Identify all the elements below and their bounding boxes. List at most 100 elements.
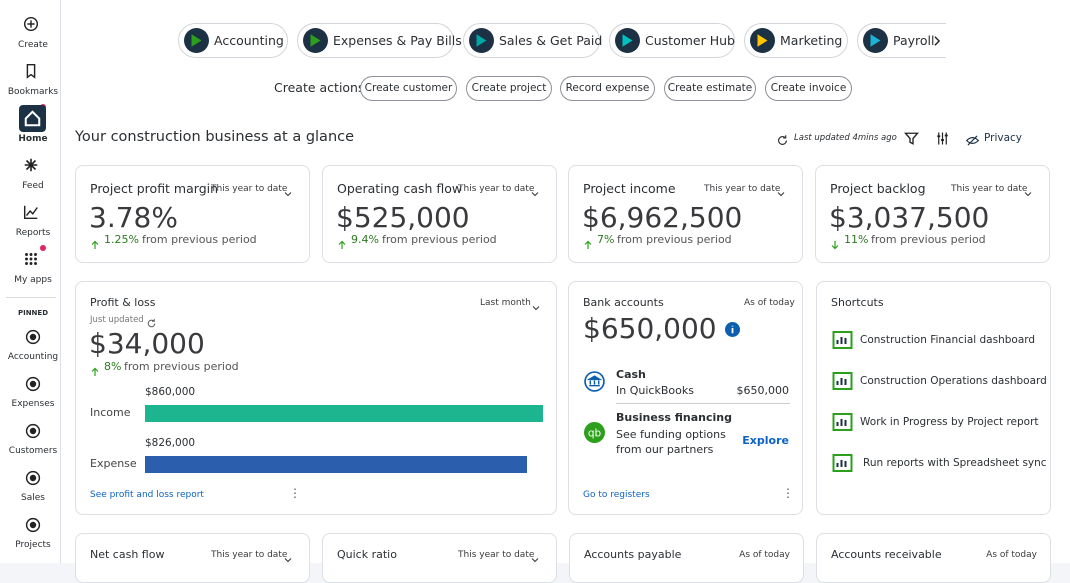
pinned-label[interactable]: Sales: [21, 493, 45, 503]
kpi-period[interactable]: This year to date: [704, 184, 781, 194]
card-period[interactable]: Last month: [480, 298, 531, 308]
pinned-icon: [25, 329, 41, 345]
account-source: In QuickBooks: [616, 384, 694, 397]
nav-label[interactable]: Feed: [22, 181, 44, 191]
action-button[interactable]: Create estimate: [664, 76, 756, 101]
pl-change-text: from previous period: [124, 360, 239, 373]
chevron: [530, 184, 540, 197]
card-period: As of today: [986, 550, 1037, 560]
kpi-change-text: from previous period: [382, 233, 497, 246]
profit-loss-card: Profit & loss Last month Just updated $34,0…: [75, 281, 557, 515]
nav-label[interactable]: Create: [18, 40, 48, 50]
nav-label[interactable]: Bookmarks: [7, 87, 59, 97]
card-period[interactable]: This year to date: [211, 550, 288, 560]
pinned-icon: [25, 376, 41, 392]
account-name: Cash: [616, 368, 646, 381]
tab-label: Customer Hub: [645, 33, 735, 48]
nav-icon: [22, 203, 40, 221]
nav-label[interactable]: Reports: [15, 228, 51, 238]
explore-button[interactable]: Explore: [742, 434, 789, 447]
nav-icon: [19, 105, 46, 132]
tab-label: Sales & Get Paid: [499, 33, 603, 48]
trend-arrow: [90, 235, 100, 249]
kpi-title: Project backlog: [830, 181, 926, 196]
tab-label: Expenses & Pay Bills: [333, 33, 462, 48]
tab[interactable]: Customer Hub: [609, 23, 735, 58]
shortcut-icon: [832, 330, 853, 350]
glance-title: Your construction business at a glance: [75, 129, 355, 145]
card-title: Bank accounts: [583, 296, 664, 309]
pinned-icon: [25, 517, 41, 533]
kpi-period[interactable]: This year to date: [951, 184, 1028, 194]
action-button[interactable]: Create invoice: [765, 76, 852, 101]
kpi-change: 7%: [597, 233, 615, 246]
nav-label[interactable]: My apps: [14, 275, 52, 285]
summary-card: Net cash flow This year to date: [75, 533, 310, 583]
settings-button: [935, 131, 950, 146]
shortcut-link[interactable]: Run reports with Spreadsheet sync: [863, 457, 1047, 469]
tab-icon: [750, 28, 775, 53]
summary-card: Accounts payable As of today: [569, 533, 804, 583]
action-button[interactable]: Create customer: [360, 76, 457, 101]
card-period: As of today: [739, 550, 790, 560]
summary-card: Accounts receivable As of today: [816, 533, 1051, 583]
kpi-value: $3,037,500: [829, 201, 990, 234]
card-title: Net cash flow: [90, 548, 165, 561]
shortcut-icon: [832, 412, 853, 432]
tabs-next: [930, 33, 944, 47]
kpi-card: Project backlog This year to date $3,037,5…: [815, 165, 1050, 263]
bar: [145, 456, 528, 473]
refresh-icon: [146, 314, 157, 328]
card-title: Shortcuts: [831, 296, 884, 309]
more-menu[interactable]: ⋮: [782, 486, 794, 500]
report-link[interactable]: See profit and loss report: [90, 490, 204, 500]
kpi-change-text: from previous period: [617, 233, 732, 246]
shortcut-link[interactable]: Work in Progress by Project report: [860, 416, 1039, 428]
tab[interactable]: Payroll: [857, 23, 946, 58]
tab-icon: [303, 28, 328, 53]
kpi-title: Project profit margin: [90, 181, 219, 196]
pl-value: $34,000: [89, 327, 205, 360]
chevron: [283, 184, 293, 197]
action-button[interactable]: Create project: [466, 76, 552, 101]
pinned-label[interactable]: Customers: [8, 446, 58, 456]
card-title: Profit & loss: [90, 296, 156, 309]
tab-label: Payroll: [893, 33, 935, 48]
tab[interactable]: Marketing: [744, 23, 848, 58]
tab[interactable]: Expenses & Pay Bills: [297, 23, 462, 58]
nav-label[interactable]: Home: [18, 134, 48, 144]
pinned-label[interactable]: Projects: [15, 540, 51, 550]
shortcut-icon: [832, 371, 853, 391]
registers-link[interactable]: Go to registers: [583, 490, 650, 500]
shortcut-link[interactable]: Construction Financial dashboard: [860, 334, 1036, 346]
tab[interactable]: Accounting: [178, 23, 288, 58]
pinned-label[interactable]: Expenses: [11, 399, 55, 409]
tab[interactable]: Sales & Get Paid: [463, 23, 603, 58]
tab-icon: [615, 28, 640, 53]
action-button[interactable]: Record expense: [560, 76, 655, 101]
kpi-change-text: from previous period: [871, 233, 986, 246]
bank-card: Bank accounts As of today $650,000 Cash In Q…: [568, 281, 803, 515]
privacy-button[interactable]: Privacy: [984, 132, 1023, 144]
privacy-icon: [965, 132, 980, 146]
kpi-card: Project profit margin This year to date 3.…: [75, 165, 310, 263]
last-updated: Last updated 4mins ago: [794, 133, 897, 143]
more-menu[interactable]: ⋮: [289, 486, 301, 500]
trend-arrow: [337, 235, 347, 249]
create-actions-label: Create actions: [274, 80, 365, 95]
financing-name: Business financing: [616, 411, 732, 424]
bar-name: Expense: [90, 457, 137, 470]
kpi-value: 3.78%: [89, 201, 178, 234]
kpi-value: $525,000: [336, 201, 470, 234]
nav-icon: [22, 62, 40, 80]
kpi-period[interactable]: This year to date: [458, 184, 535, 194]
kpi-period[interactable]: This year to date: [211, 184, 288, 194]
card-period[interactable]: This year to date: [458, 550, 535, 560]
shortcut-icon: [832, 453, 853, 473]
tab-strip: Accounting Expenses & Pay Bills Sales & Ge…: [170, 18, 946, 62]
pinned-label[interactable]: Accounting: [7, 352, 59, 362]
divider: [6, 297, 56, 298]
pinned-icon: [25, 470, 41, 486]
kpi-value: $6,962,500: [582, 201, 743, 234]
shortcut-link[interactable]: Construction Operations dashboard: [860, 375, 1047, 387]
